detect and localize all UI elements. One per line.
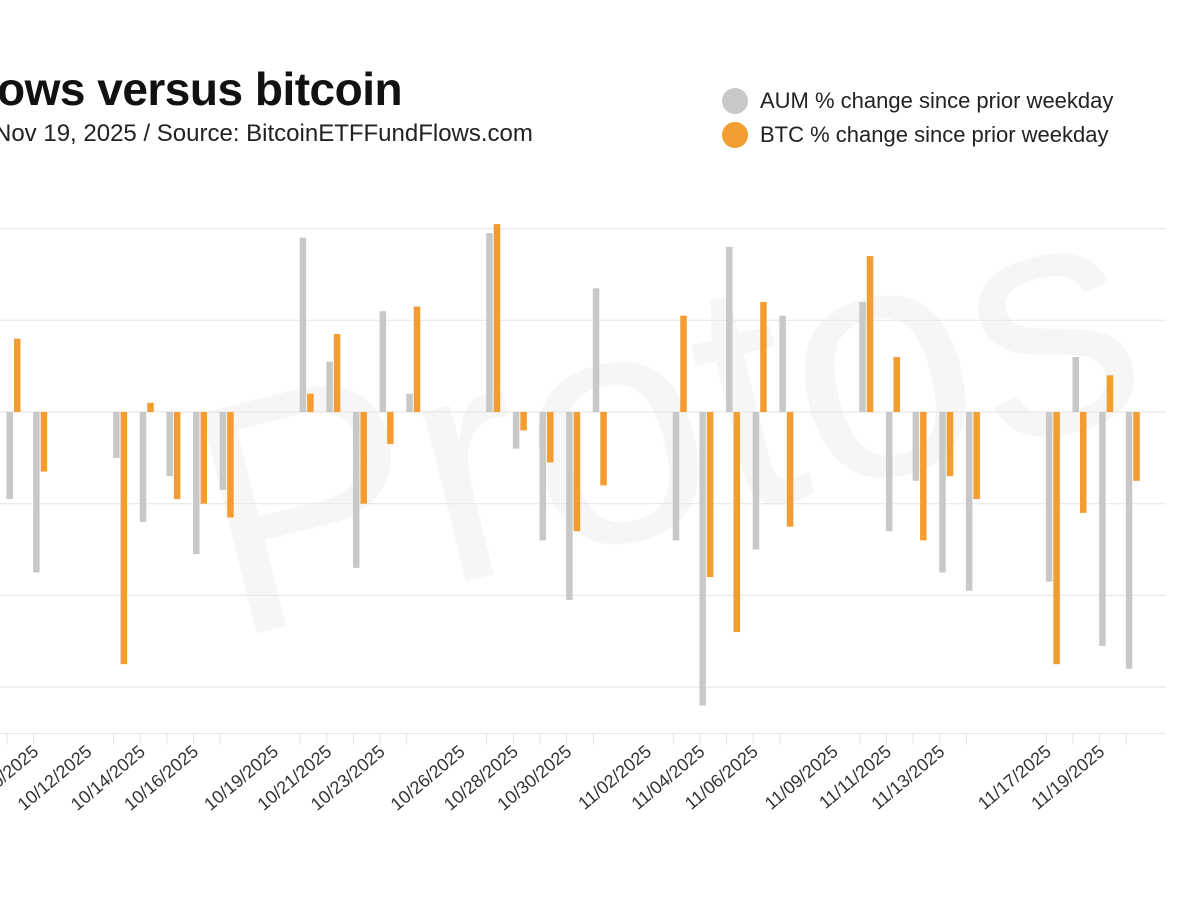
aum-bar: [193, 412, 200, 555]
btc-bar: [413, 306, 421, 412]
btc-bar: [1133, 412, 1140, 481]
legend-swatch-btc: [722, 122, 748, 148]
aum-bar: [859, 301, 866, 412]
aum-bar: [592, 288, 600, 412]
aum-bar: [912, 412, 920, 481]
aum-bar: [1045, 412, 1053, 582]
legend-item-aum: AUM % change since prior weekday: [722, 84, 1113, 118]
btc-bar: [1080, 412, 1087, 513]
aum-bar: [379, 311, 387, 412]
legend-label-btc: BTC % change since prior weekday: [760, 122, 1109, 147]
btc-bar: [573, 412, 581, 532]
btc-bar: [200, 412, 208, 504]
btc-bar: [360, 412, 367, 504]
aum-bar: [166, 412, 173, 477]
btc-bar: [173, 412, 181, 500]
btc-bar: [680, 315, 687, 412]
btc-bar: [920, 412, 927, 541]
aum-bar: [699, 412, 706, 706]
aum-bar: [299, 237, 307, 412]
btc-bar: [973, 412, 980, 500]
aum-bar: [566, 412, 573, 600]
aum-bar: [33, 412, 40, 573]
btc-bar: [733, 412, 741, 633]
aum-bar: [113, 412, 120, 458]
aum-bar: [326, 361, 333, 412]
btc-bar: [120, 412, 128, 665]
btc-bar: [706, 412, 714, 578]
btc-bar: [786, 412, 794, 527]
aum-bar: [752, 412, 760, 550]
btc-bar: [600, 412, 607, 486]
btc-bar: [520, 412, 527, 431]
btc-bar: [227, 412, 234, 518]
aum-bar: [1072, 356, 1079, 412]
btc-bar: [946, 412, 954, 477]
btc-bar: [760, 301, 767, 412]
btc-bar: [547, 412, 554, 463]
aum-bar: [486, 233, 493, 412]
aum-bar: [1125, 412, 1133, 669]
aum-bar: [6, 412, 13, 500]
btc-bar: [1106, 375, 1114, 412]
aum-bar: [139, 412, 147, 523]
btc-bar: [307, 393, 314, 412]
btc-bar: [893, 356, 900, 412]
btc-bar: [14, 338, 21, 412]
btc-bar: [493, 224, 501, 412]
aum-bar: [352, 412, 360, 568]
aum-bar: [539, 412, 546, 541]
btc-bar: [333, 334, 341, 412]
legend-item-btc: BTC % change since prior weekday: [722, 118, 1113, 152]
legend: AUM % change since prior weekday BTC % c…: [722, 84, 1113, 152]
aum-bar: [965, 412, 973, 591]
btc-bar: [866, 256, 874, 412]
watermark-logo: Protos: [158, 119, 1173, 708]
chart-title: ows versus bitcoin: [0, 63, 403, 115]
aum-bar: [406, 393, 413, 412]
legend-swatch-aum: [722, 88, 748, 114]
aum-bar: [672, 412, 680, 541]
btc-bar: [40, 412, 48, 472]
aum-bar: [219, 412, 227, 490]
aum-bar: [726, 246, 733, 412]
btc-bar: [147, 402, 154, 412]
chart-subtitle: Nov 19, 2025 / Source: BitcoinETFFundFlo…: [0, 120, 533, 147]
aum-bar: [939, 412, 946, 573]
aum-bar: [779, 315, 786, 412]
legend-label-aum: AUM % change since prior weekday: [760, 88, 1114, 113]
btc-bar: [387, 412, 394, 445]
aum-bar: [1099, 412, 1106, 646]
aum-bar: [512, 412, 520, 449]
btc-bar: [1053, 412, 1060, 665]
aum-bar: [885, 412, 893, 532]
